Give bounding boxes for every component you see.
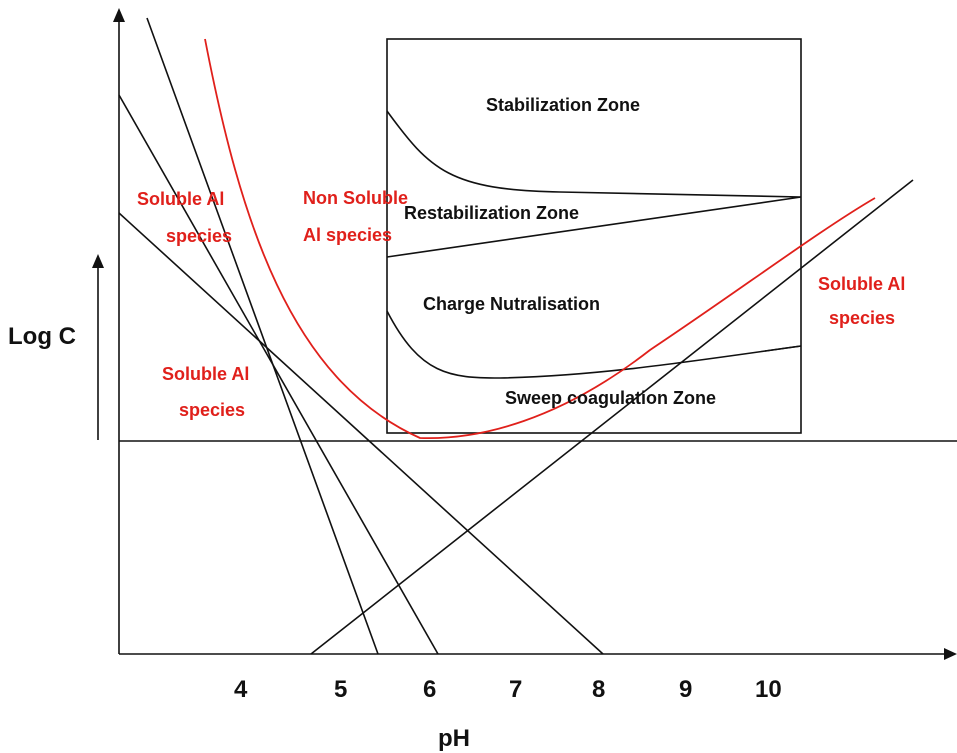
diagonal-line-1 [146, 17, 379, 655]
zone-label-stabilization: Stabilization Zone [486, 95, 640, 115]
x-tick-label: 4 [234, 676, 248, 703]
zone-box [386, 38, 802, 434]
x-tick-label: 7 [509, 676, 522, 703]
x-tick-label: 10 [755, 676, 782, 703]
charge-neutralisation-boundary [386, 310, 802, 379]
diagonal-line-3 [118, 212, 604, 655]
stabilization-boundary [386, 110, 802, 198]
diagonal-line-rising [310, 179, 914, 655]
species-label-non-soluble-line1: Non Soluble [303, 188, 408, 208]
species-label-soluble-lower-left-line2: species [179, 400, 245, 420]
x-axis-label: pH [438, 725, 470, 752]
y-axis-label: Log C [8, 323, 76, 350]
species-label-soluble-right-line2: species [829, 308, 895, 328]
solubility-curve [204, 38, 876, 440]
log-c-arrowhead [92, 254, 104, 268]
x-tick-label: 5 [334, 676, 347, 703]
zone-label-sweep-coagulation: Sweep coagulation Zone [505, 388, 716, 408]
boundary-end-tick [764, 345, 802, 352]
zone-label-charge-neutralisation: Charge Nutralisation [423, 294, 600, 314]
species-label-soluble-right-line1: Soluble Al [818, 274, 905, 294]
zone-label-restabilization: Restabilization Zone [404, 203, 579, 223]
x-tick-label: 9 [679, 676, 692, 703]
diagonal-line-2 [118, 94, 439, 655]
species-label-soluble-upper-left-line2: species [166, 226, 232, 246]
species-label-soluble-upper-left-line1: Soluble Al [137, 189, 224, 209]
y-axis-arrowhead [113, 8, 125, 22]
restabilization-boundary [386, 196, 802, 258]
x-tick-label: 8 [592, 676, 605, 703]
species-label-non-soluble-line2: Al species [303, 225, 392, 245]
species-label-soluble-lower-left-line1: Soluble Al [162, 364, 249, 384]
x-axis-arrowhead [944, 648, 957, 660]
x-tick-label: 6 [423, 676, 436, 703]
